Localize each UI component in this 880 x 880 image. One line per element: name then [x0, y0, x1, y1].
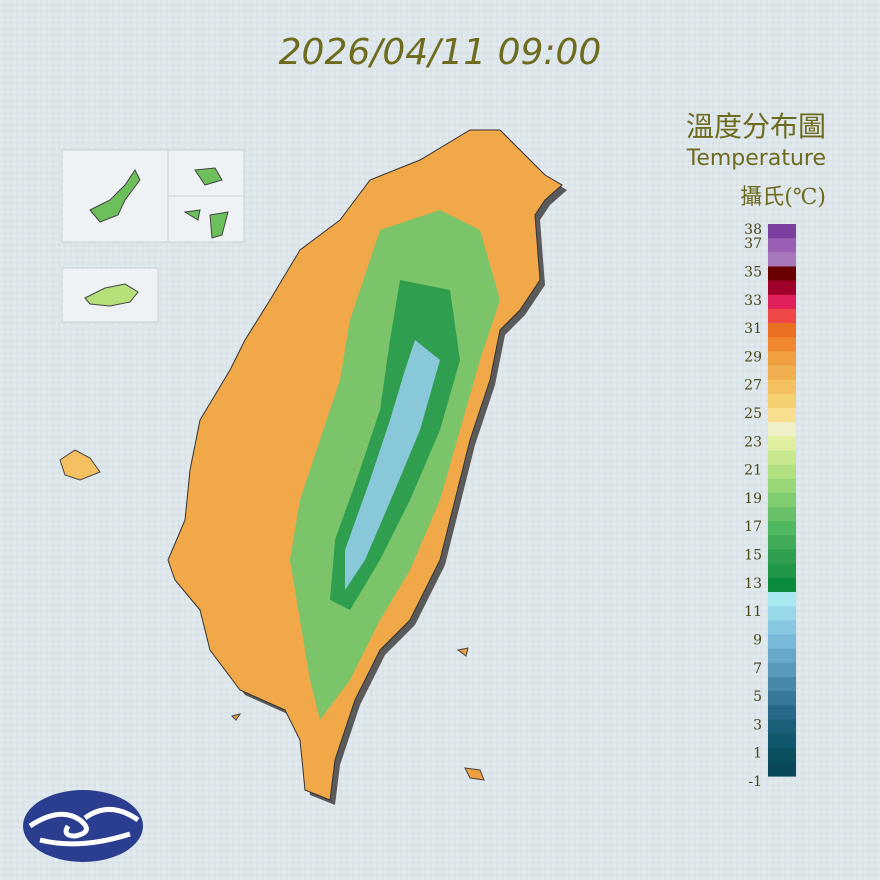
- legend-label: 13: [744, 576, 762, 592]
- legend-label: 23: [744, 434, 762, 450]
- legend-swatch: [768, 761, 796, 777]
- legend-swatch: [768, 634, 796, 650]
- legend-swatch: [768, 464, 796, 480]
- taiwan: [167, 129, 567, 805]
- legend-swatch: [768, 733, 796, 749]
- legend-swatch: [768, 478, 796, 494]
- legend-swatch: [768, 648, 796, 664]
- legend-swatch: [768, 606, 796, 621]
- legend-swatch: [768, 507, 796, 522]
- legend-label: 35: [744, 264, 762, 280]
- legend-swatch: [768, 521, 796, 536]
- legend-label: 19: [744, 491, 762, 507]
- legend-swatch: [768, 379, 796, 395]
- legend-swatch: [768, 676, 796, 692]
- legend-swatch: [768, 691, 796, 706]
- legend-label: 27: [744, 378, 762, 394]
- legend-swatch: [768, 535, 796, 551]
- legend-label: -1: [748, 774, 762, 790]
- legend-label: 31: [744, 321, 762, 337]
- legend-label: 33: [744, 293, 762, 309]
- legend-swatch: [768, 266, 796, 282]
- legend-label: 1: [753, 746, 762, 762]
- legend-swatch: [768, 563, 796, 579]
- legend-swatch: [768, 323, 796, 338]
- legend-swatch: [768, 747, 796, 763]
- legend-swatch: [768, 351, 796, 367]
- legend-swatch: [768, 308, 796, 324]
- legend-label: 5: [753, 689, 762, 705]
- legend-swatch: [768, 450, 796, 466]
- legend-label: 7: [753, 661, 762, 677]
- legend-label: 17: [744, 519, 762, 535]
- legend-label: 25: [744, 406, 762, 422]
- legend-label: 38: [744, 222, 762, 238]
- legend-swatch: [768, 337, 796, 352]
- legend-subtitle: Temperature: [686, 146, 826, 171]
- islands: [59, 149, 485, 781]
- legend-swatch: [768, 280, 796, 296]
- legend-label: 3: [753, 717, 762, 733]
- legend-swatch: [768, 252, 796, 268]
- timestamp: 2026/04/11 09:00: [279, 32, 602, 73]
- legend-swatch: [768, 549, 796, 565]
- legend-swatch: [768, 408, 796, 423]
- legend-swatch: [768, 705, 796, 720]
- legend-swatch: [768, 365, 796, 381]
- legend-swatch: [768, 492, 796, 508]
- legend-swatch: [768, 422, 796, 437]
- legend-swatch: [768, 224, 796, 239]
- legend-label: 37: [744, 236, 762, 252]
- legend-swatch: [768, 577, 796, 593]
- legend-swatch: [768, 436, 796, 452]
- legend-swatch: [768, 620, 796, 636]
- legend-title: 溫度分布圖: [686, 110, 826, 143]
- legend-swatch: [768, 592, 796, 607]
- legend-label: 11: [744, 604, 762, 620]
- legend-swatch: [768, 393, 796, 409]
- legend-label: 29: [744, 349, 762, 365]
- logo: [23, 790, 143, 862]
- legend-label: 15: [744, 548, 762, 564]
- legend-swatch: [768, 238, 796, 253]
- legend-label: 21: [744, 463, 762, 479]
- legend-swatch: [768, 719, 796, 735]
- legend-label: 9: [753, 632, 762, 648]
- legend-unit: 攝氏(℃): [740, 185, 826, 210]
- legend-swatch: [768, 294, 796, 310]
- legend-swatch: [768, 662, 796, 678]
